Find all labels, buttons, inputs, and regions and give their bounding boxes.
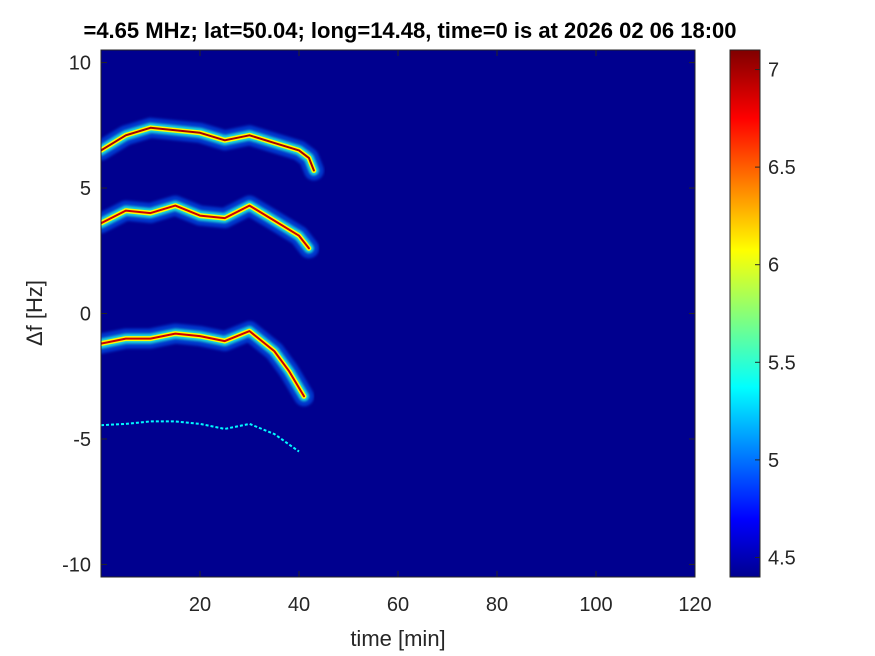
colorbar-tick-label: 6: [768, 255, 779, 277]
colorbar-tick-label: 5.5: [768, 352, 796, 374]
colorbar-tick-label: 4.5: [768, 547, 796, 569]
y-tick-label: -10: [62, 554, 91, 576]
x-tick-label: 80: [486, 594, 508, 616]
trace-core-3: [101, 330, 305, 398]
y-axis-ticks: 10 5 0 -5 -10: [62, 53, 695, 576]
trace-line-4: [101, 420, 300, 453]
trace-layer: [101, 117, 324, 453]
colorbar-tick-label: 7: [768, 60, 779, 82]
colorbar-ticks: 4.5 5 5.5 6 6.5 7: [755, 60, 796, 569]
chart-title: =4.65 MHz; lat=50.04; long=14.48, time=0…: [83, 18, 736, 43]
x-tick-label: 120: [678, 594, 711, 616]
y-tick-label: -5: [73, 429, 91, 451]
trace-core-2: [101, 204, 310, 250]
x-axis-ticks: 20 40 60 80 100 120: [189, 50, 712, 616]
x-tick-label: 20: [189, 594, 211, 616]
x-tick-label: 100: [579, 594, 612, 616]
colorbar-tick-label: 6.5: [768, 157, 796, 179]
x-axis-label: time [min]: [350, 626, 445, 651]
colorbar-tick-label: 5: [768, 450, 779, 472]
colorbar: [729, 49, 761, 578]
x-tick-label: 60: [387, 594, 409, 616]
y-axis-label: Δf [Hz]: [22, 280, 47, 346]
y-tick-label: 5: [80, 178, 91, 200]
x-tick-label: 40: [288, 594, 310, 616]
trace-core-1: [101, 126, 315, 172]
y-tick-label: 10: [69, 53, 91, 75]
y-tick-label: 0: [80, 304, 91, 326]
